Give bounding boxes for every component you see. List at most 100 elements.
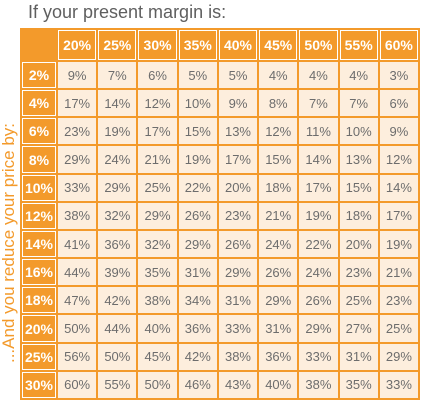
table-cell: 18% <box>339 202 378 229</box>
table-cell: 35% <box>339 371 378 398</box>
table-cell: 24% <box>98 146 137 173</box>
table-cell: 21% <box>138 146 177 173</box>
row-header: 2% <box>22 62 56 89</box>
row-header: 10% <box>22 174 56 201</box>
table-cell: 33% <box>218 315 258 342</box>
column-header: 20% <box>58 30 97 60</box>
column-header: 60% <box>379 30 418 60</box>
table-cell: 6% <box>138 62 177 89</box>
table-cell: 27% <box>339 315 378 342</box>
table-cell: 29% <box>178 230 217 258</box>
table-cell: 26% <box>218 230 258 258</box>
table-cell: 36% <box>259 343 298 370</box>
table-cell: 43% <box>218 371 258 398</box>
row-header: 20% <box>22 315 56 342</box>
margin-table: 20% 25% 30% 35% 40% 45% 50% 55% 60% 2% 9% 7% 6% 5% 5% 4… <box>20 28 420 400</box>
table-cell: 15% <box>339 174 378 201</box>
present-margin-label: If your present margin is: <box>28 2 227 22</box>
table-cell: 50% <box>138 371 177 398</box>
table-cell: 29% <box>138 202 177 229</box>
table-cell: 33% <box>58 174 97 201</box>
table-cell: 44% <box>58 259 97 286</box>
table-cell: 31% <box>178 259 217 286</box>
table-cell: 19% <box>299 202 338 229</box>
column-header: 30% <box>138 30 177 60</box>
table-cell: 7% <box>339 90 378 117</box>
column-header: 45% <box>259 30 298 60</box>
table-cell: 34% <box>178 287 217 314</box>
table-cell: 11% <box>299 118 338 145</box>
table-cell: 17% <box>58 90 97 117</box>
row-header: 16% <box>22 259 56 286</box>
table-cell: 29% <box>218 259 258 286</box>
row-header: 30% <box>22 371 56 398</box>
table-cell: 14% <box>98 90 137 117</box>
table-cell: 4% <box>299 62 338 89</box>
table-cell: 13% <box>339 146 378 173</box>
table-cell: 29% <box>299 315 338 342</box>
table-cell: 10% <box>178 90 217 117</box>
table-cell: 19% <box>98 118 137 145</box>
table-cell: 40% <box>138 315 177 342</box>
table-cell: 26% <box>299 287 338 314</box>
table-cell: 7% <box>98 62 137 89</box>
table-cell: 47% <box>58 287 97 314</box>
table-cell: 23% <box>58 118 97 145</box>
table-cell: 21% <box>259 202 298 229</box>
table-cell: 12% <box>138 90 177 117</box>
table-cell: 10% <box>339 118 378 145</box>
row-header: 6% <box>22 118 56 145</box>
table-cell: 45% <box>138 343 177 370</box>
table-cell: 19% <box>178 146 217 173</box>
table-cell: 38% <box>218 343 258 370</box>
table-cell: 17% <box>379 202 418 229</box>
row-header: 8% <box>22 146 56 173</box>
table-cell: 32% <box>98 202 137 229</box>
table-cell: 24% <box>259 230 298 258</box>
table-cell: 23% <box>218 202 258 229</box>
table-cell: 5% <box>178 62 217 89</box>
table-cell: 8% <box>259 90 298 117</box>
row-header: 12% <box>22 202 56 229</box>
table-cell: 31% <box>218 287 258 314</box>
table-cell: 38% <box>58 202 97 229</box>
table-cell: 17% <box>218 146 258 173</box>
table-corner <box>22 30 56 60</box>
table-cell: 56% <box>58 343 97 370</box>
table-cell: 44% <box>98 315 137 342</box>
table-cell: 17% <box>299 174 338 201</box>
table-cell: 22% <box>299 230 338 258</box>
table-cell: 26% <box>178 202 217 229</box>
table-cell: 38% <box>138 287 177 314</box>
column-header: 25% <box>98 30 137 60</box>
table-cell: 29% <box>58 146 97 173</box>
column-header: 40% <box>218 30 258 60</box>
table-cell: 24% <box>299 259 338 286</box>
table-cell: 32% <box>138 230 177 258</box>
table-cell: 20% <box>218 174 258 201</box>
table-cell: 29% <box>379 343 418 370</box>
table-cell: 36% <box>178 315 217 342</box>
table-cell: 9% <box>218 90 258 117</box>
table-cell: 21% <box>379 259 418 286</box>
row-header: 25% <box>22 343 56 370</box>
table-cell: 13% <box>218 118 258 145</box>
table-cell: 60% <box>58 371 97 398</box>
table-cell: 23% <box>379 287 418 314</box>
table-cell: 42% <box>178 343 217 370</box>
table-cell: 18% <box>259 174 298 201</box>
table-cell: 15% <box>178 118 217 145</box>
column-header: 55% <box>339 30 378 60</box>
table-cell: 12% <box>259 118 298 145</box>
table-cell: 25% <box>138 174 177 201</box>
table-cell: 4% <box>339 62 378 89</box>
table-cell: 50% <box>58 315 97 342</box>
table-cell: 15% <box>259 146 298 173</box>
table-cell: 7% <box>299 90 338 117</box>
table-cell: 14% <box>299 146 338 173</box>
table-cell: 26% <box>259 259 298 286</box>
table-cell: 23% <box>339 259 378 286</box>
table-cell: 4% <box>259 62 298 89</box>
table-cell: 38% <box>299 371 338 398</box>
